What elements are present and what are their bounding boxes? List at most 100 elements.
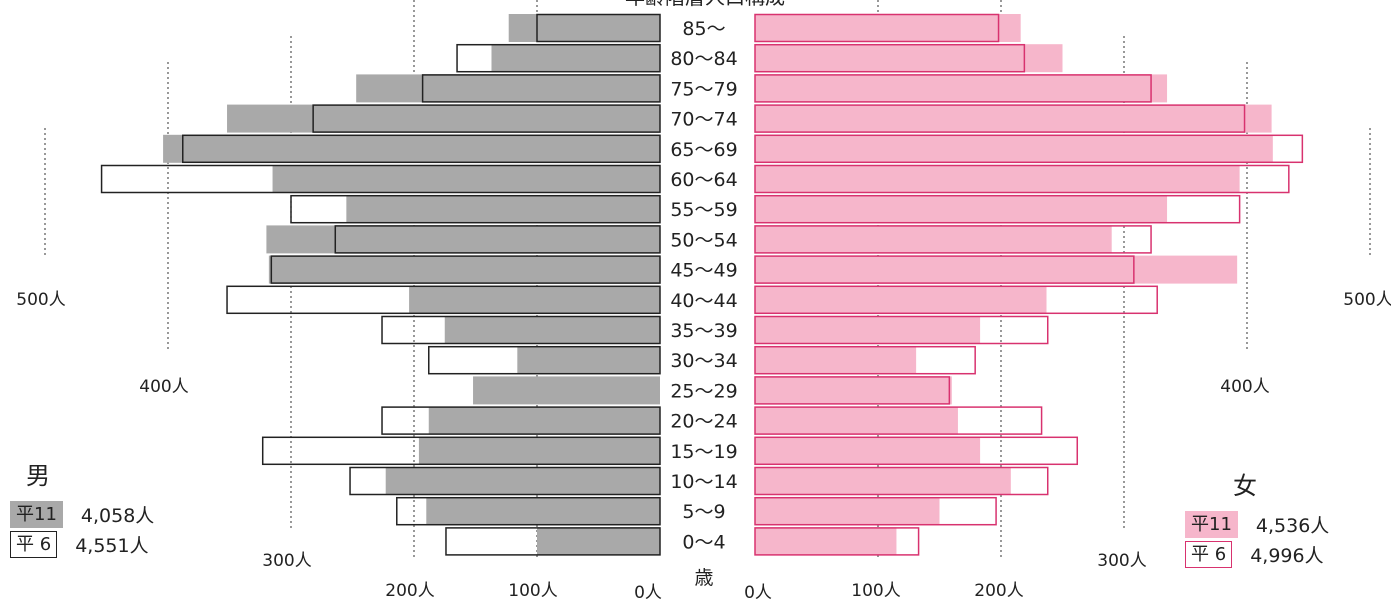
tick-label-male: 200人 bbox=[385, 581, 434, 601]
age-label: 75〜79 bbox=[670, 78, 737, 100]
bar-female-h6 bbox=[754, 345, 976, 375]
age-label: 55〜59 bbox=[670, 199, 737, 221]
legend-female-row-h11: 平11 4,536人 bbox=[1185, 509, 1329, 539]
bar-male-h11 bbox=[537, 527, 660, 556]
bar-male-h6 bbox=[334, 225, 661, 254]
bar-female-h6 bbox=[754, 194, 1241, 224]
bar-male-h6 bbox=[182, 134, 661, 164]
bar-female-h6 bbox=[754, 496, 997, 526]
bar-male-h6 bbox=[270, 255, 661, 284]
tick-label-female: 400人 bbox=[1220, 377, 1269, 397]
legend-male-heading: 男 bbox=[26, 462, 50, 490]
bar-female-h6 bbox=[754, 436, 1079, 466]
legend-female-h11-swatch: 平11 bbox=[1185, 510, 1238, 538]
bar-female-h11 bbox=[755, 285, 1047, 314]
bar-male-h11 bbox=[444, 316, 660, 344]
bar-male-h11 bbox=[385, 467, 660, 495]
legend-male-row-h6: 平 6 4,551人 bbox=[10, 529, 154, 559]
bar-female-h6 bbox=[754, 315, 1049, 345]
bar-male-h6 bbox=[396, 496, 661, 526]
bar-male-h11 bbox=[426, 497, 660, 526]
bar-male-h6 bbox=[261, 436, 661, 466]
chart-title: 年齢階層人口構成 bbox=[625, 0, 785, 9]
age-label: 60〜64 bbox=[670, 169, 737, 191]
tick-label-female: 500人 bbox=[1343, 290, 1391, 310]
bar-male-h11 bbox=[418, 436, 660, 465]
tick-label-female: 0人 bbox=[744, 583, 772, 603]
bar-female-h6 bbox=[754, 104, 1246, 133]
legend-female-row-h6: 平 6 4,996人 bbox=[1185, 539, 1329, 569]
bar-female-h11 bbox=[755, 225, 1112, 254]
bar-male-h6 bbox=[290, 194, 661, 224]
age-label: 65〜69 bbox=[670, 139, 737, 161]
legend-female-h6-swatch: 平 6 bbox=[1185, 540, 1233, 568]
age-label: 30〜34 bbox=[670, 350, 737, 372]
tick-label-female: 300人 bbox=[1097, 551, 1146, 571]
bar-male-h6 bbox=[381, 406, 661, 435]
bar-male-h11 bbox=[356, 74, 660, 103]
bar-female-h6 bbox=[754, 43, 1026, 73]
bar-male-h11 bbox=[266, 225, 660, 254]
bar-male-h11 bbox=[428, 406, 660, 435]
legend-female: 女 平11 4,536人 平 6 4,996人 bbox=[1185, 466, 1329, 569]
bar-female-h11 bbox=[755, 316, 981, 344]
age-label: 25〜29 bbox=[670, 380, 737, 402]
bar-male-h6 bbox=[226, 285, 661, 315]
legend-male: 男 平11 4,058人 平 6 4,551人 bbox=[10, 456, 154, 559]
age-label: 85〜 bbox=[682, 18, 725, 40]
tick-label-male: 500人 bbox=[16, 290, 65, 310]
tick-label-male: 300人 bbox=[262, 551, 311, 571]
bar-male-h6 bbox=[536, 13, 661, 43]
legend-male-h6-total: 4,551人 bbox=[75, 534, 149, 557]
bar-female-h11 bbox=[755, 134, 1273, 163]
bar-female-h11 bbox=[755, 74, 1168, 103]
age-label: 20〜24 bbox=[670, 411, 737, 433]
age-unit-label: 歳 bbox=[694, 567, 713, 589]
age-label: 40〜44 bbox=[670, 290, 737, 312]
bar-female-h6 bbox=[754, 285, 1158, 315]
age-label: 80〜84 bbox=[670, 48, 737, 70]
bar-female-h6 bbox=[754, 164, 1290, 194]
bar-female-h11 bbox=[755, 497, 940, 526]
bar-female-h6 bbox=[754, 225, 1152, 254]
bar-female-h6 bbox=[754, 527, 920, 556]
bar-female-h6 bbox=[754, 134, 1304, 164]
tick-label-male: 100人 bbox=[508, 581, 557, 601]
age-label: 35〜39 bbox=[670, 320, 737, 342]
legend-male-h11-total: 4,058人 bbox=[80, 504, 155, 527]
tick-label-female: 200人 bbox=[974, 581, 1023, 601]
bar-male-h11 bbox=[473, 376, 660, 405]
bar-male-h11 bbox=[227, 104, 661, 133]
bar-female-h11 bbox=[755, 406, 958, 435]
bar-male-h11 bbox=[508, 14, 660, 42]
tick-label-female: 100人 bbox=[851, 581, 900, 601]
bar-female-h11 bbox=[755, 346, 917, 375]
tick-label-male: 400人 bbox=[139, 377, 188, 397]
age-label: 70〜74 bbox=[670, 109, 737, 131]
legend-female-h6-total: 4,996人 bbox=[1250, 544, 1324, 567]
bar-male-h11 bbox=[268, 255, 660, 284]
bar-female-h6 bbox=[754, 376, 951, 405]
bar-male-h6 bbox=[421, 74, 661, 103]
bar-male-h6 bbox=[381, 315, 661, 345]
age-label: 45〜49 bbox=[670, 260, 737, 282]
bar-female-h6 bbox=[754, 74, 1152, 103]
bar-female-h11 bbox=[755, 14, 1021, 42]
bar-female-h11 bbox=[755, 467, 1011, 495]
age-label: 0〜4 bbox=[682, 531, 725, 553]
bar-male-h6 bbox=[428, 345, 661, 375]
bar-male-h11 bbox=[491, 44, 660, 73]
age-label: 10〜14 bbox=[670, 471, 737, 493]
bar-male-h11 bbox=[517, 346, 660, 375]
bar-female-h11 bbox=[755, 165, 1240, 193]
bar-male-h11 bbox=[163, 134, 660, 163]
bar-female-h11 bbox=[755, 255, 1238, 284]
bar-male-h6 bbox=[349, 466, 661, 496]
bar-male-h6 bbox=[445, 527, 661, 556]
bar-female-h11 bbox=[755, 376, 952, 405]
bar-female-h11 bbox=[755, 527, 897, 556]
age-label: 50〜54 bbox=[670, 229, 737, 251]
bar-female-h6 bbox=[754, 255, 1135, 284]
tick-label-male: 0人 bbox=[634, 583, 662, 603]
legend-female-heading: 女 bbox=[1233, 472, 1257, 500]
